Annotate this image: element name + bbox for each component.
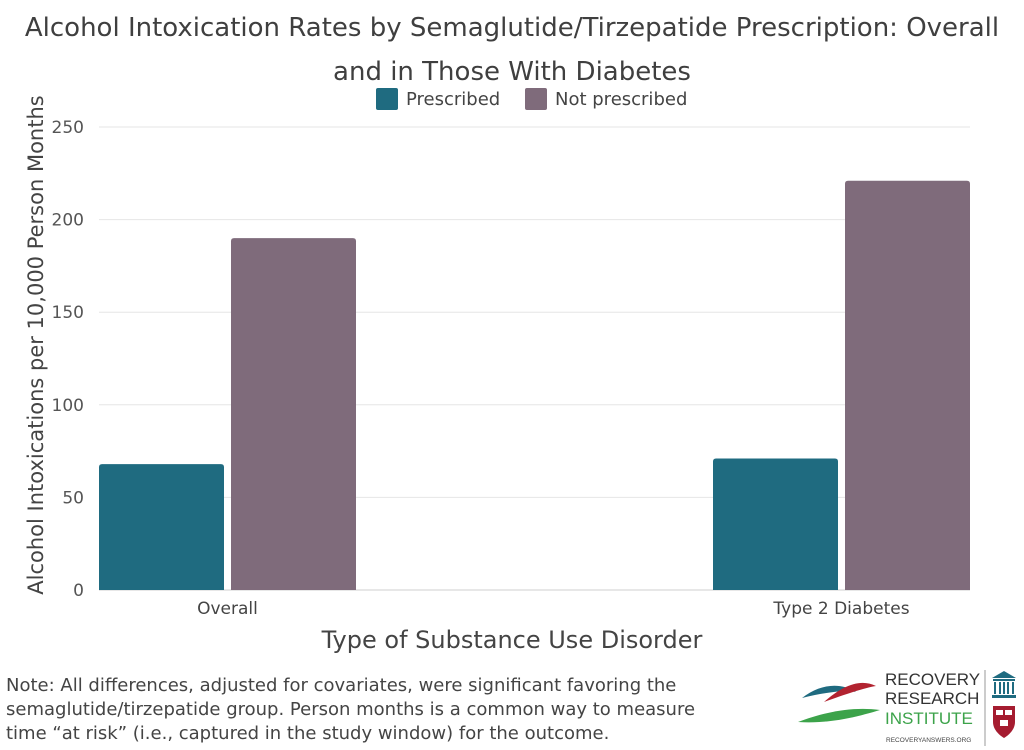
y-tick-label-50: 50 [62, 488, 84, 508]
legend-label-not-prescribed: Not prescribed [555, 88, 688, 110]
y-axis-label: Alcohol Intoxications per 10,000 Person … [24, 95, 48, 595]
legend: Prescribed Not prescribed [0, 86, 1024, 112]
bar-overall-prescribed [99, 464, 224, 590]
university-shield-icon [993, 706, 1015, 738]
legend-item-prescribed: Prescribed [376, 86, 500, 112]
y-tick-label-150: 150 [52, 303, 84, 323]
logo-text-recovery: RECOVERY [885, 670, 980, 689]
x-tick-label-type-2-diabetes: Type 2 Diabetes [772, 599, 909, 619]
chart-title-line-2: and in Those With Diabetes [333, 57, 691, 87]
legend-swatch-not-prescribed [525, 88, 547, 110]
y-tick-label-250: 250 [52, 118, 84, 138]
institution-building-icon [992, 671, 1016, 698]
logo-text-research: RESEARCH [885, 689, 979, 708]
y-tick-label-200: 200 [52, 211, 84, 231]
legend-swatch-prescribed [376, 88, 398, 110]
legend-label-prescribed: Prescribed [406, 88, 501, 110]
legend-item-not-prescribed: Not prescribed [525, 86, 687, 112]
logo-waves-icon [798, 682, 880, 723]
chart-title: Alcohol Intoxication Rates by Semaglutid… [0, 6, 1024, 94]
recovery-research-institute-logo: RECOVERY RESEARCH INSTITUTE RECOVERYANSW… [798, 670, 1016, 746]
logo-text-url: RECOVERYANSWERS.ORG [886, 737, 971, 744]
chart-title-line-1: Alcohol Intoxication Rates by Semaglutid… [24, 13, 1000, 43]
bar-type-2-diabetes-not-prescribed [845, 180, 970, 590]
x-axis-label: Type of Substance Use Disorder [321, 626, 703, 654]
y-tick-label-100: 100 [52, 396, 84, 416]
logo-text-institute: INSTITUTE [885, 709, 973, 728]
footnote: Note: All differences, adjusted for cova… [6, 675, 696, 744]
y-tick-label-0: 0 [73, 581, 84, 601]
bar-overall-not-prescribed [231, 238, 356, 590]
bar-type-2-diabetes-prescribed [713, 458, 838, 590]
x-tick-label-overall: Overall [197, 599, 258, 619]
